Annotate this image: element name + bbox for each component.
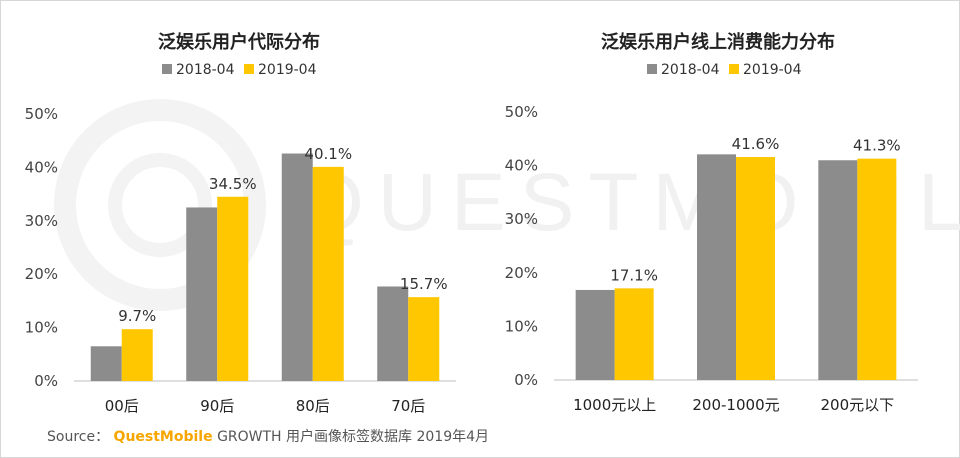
y-tick-label: 50% [25, 105, 58, 123]
x-category-label: 90后 [200, 397, 234, 415]
bar-2019 [312, 166, 344, 381]
y-tick-label: 20% [25, 265, 58, 283]
x-category-label: 200元以下 [821, 396, 895, 414]
chart-title: 泛娱乐用户线上消费能力分布 [601, 31, 835, 53]
bar-2018 [377, 286, 409, 381]
y-tick-label: 30% [25, 212, 58, 230]
bar-2018 [575, 289, 615, 380]
y-tick-label: 0% [514, 371, 538, 389]
source-brand: QuestMobile [113, 429, 213, 445]
legend-label: 2018-04 [661, 62, 720, 78]
source-text: GROWTH 用户画像标签数据库 2019年4月 [217, 429, 490, 445]
y-tick-label: 50% [505, 103, 538, 121]
data-label: 40.1% [304, 145, 352, 163]
watermark-logo-ring [54, 99, 266, 311]
data-label: 15.7% [400, 275, 448, 293]
legend-label: 2019-04 [258, 62, 317, 78]
y-tick-label: 40% [505, 157, 538, 175]
source-note: Source： QuestMobile GROWTH 用户画像标签数据库 201… [47, 426, 489, 446]
chart-title: 泛娱乐用户代际分布 [158, 31, 320, 53]
y-tick-label: 20% [505, 264, 538, 282]
bar-2019 [736, 157, 775, 380]
bar-2019 [217, 196, 249, 381]
x-category-label: 00后 [105, 397, 139, 415]
data-label: 9.7% [118, 307, 156, 325]
bar-2019 [614, 288, 654, 380]
legend-label: 2019-04 [743, 62, 802, 78]
bar-2018 [186, 207, 218, 381]
data-label: 41.3% [853, 137, 901, 155]
y-tick-label: 0% [34, 372, 58, 390]
bar-2018 [281, 153, 313, 381]
data-label: 34.5% [209, 175, 257, 193]
watermark-logo-inner [108, 153, 212, 257]
legend-swatch [729, 64, 739, 74]
bar-2018 [818, 160, 858, 380]
bar-2019 [408, 297, 440, 381]
x-category-label: 70后 [391, 397, 425, 415]
legend-swatch [647, 64, 657, 74]
legend-swatch [244, 64, 254, 74]
x-category-label: 200-1000元 [692, 396, 779, 414]
y-tick-label: 30% [505, 210, 538, 228]
bar-2018 [90, 346, 122, 381]
legend-label: 2018-04 [176, 62, 235, 78]
legend-swatch [162, 64, 172, 74]
y-tick-label: 10% [505, 317, 538, 335]
y-tick-label: 40% [25, 158, 58, 176]
bar-2018 [697, 154, 736, 380]
x-category-label: 80后 [296, 397, 330, 415]
y-tick-label: 10% [25, 319, 58, 337]
source-label: Source： [47, 429, 110, 445]
data-label: 17.1% [610, 266, 658, 284]
x-category-label: 1000元以上 [573, 396, 656, 414]
bar-2019 [857, 158, 897, 380]
bar-2019 [121, 329, 153, 381]
data-label: 41.6% [732, 135, 780, 153]
